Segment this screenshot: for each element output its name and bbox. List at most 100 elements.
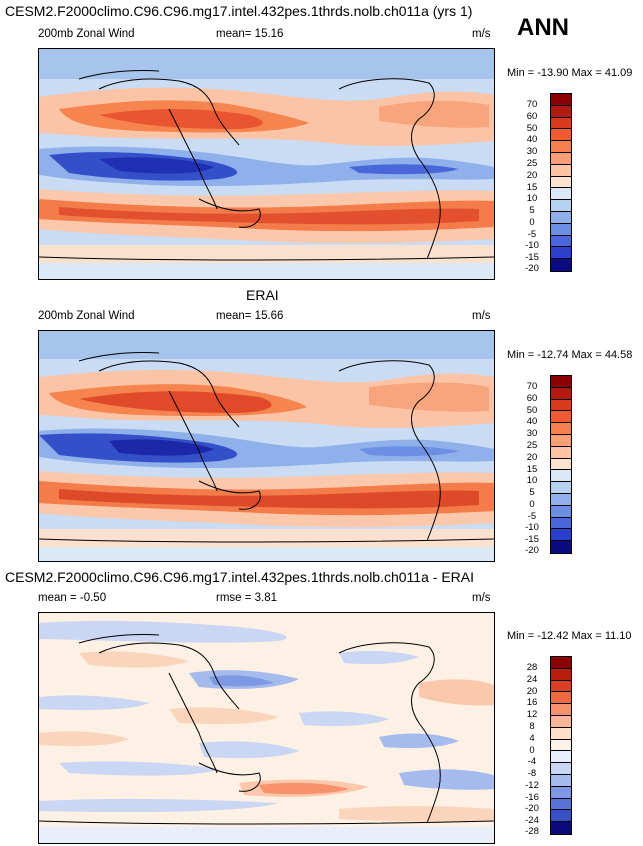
colorbar-box	[551, 810, 571, 823]
colorbar-box	[551, 482, 571, 494]
colorbar-tick-label: 10	[526, 475, 538, 486]
colorbar-box	[551, 188, 571, 201]
colorbar-tick-label: 40	[526, 416, 538, 427]
colorbar-tick-label: 16	[526, 697, 538, 708]
colorbar-tick-label: 28	[526, 662, 538, 673]
colorbar-tick-label: -8	[527, 768, 537, 779]
colorbar-tick-label: 60	[526, 393, 538, 404]
colorbar-tick-label: 50	[526, 405, 538, 416]
colorbar-box	[551, 716, 571, 728]
colorbar-box	[551, 680, 571, 693]
colorbar-box	[551, 494, 571, 506]
colorbar-tick-label: -16	[525, 792, 539, 803]
colorbar-tick-label: 40	[526, 134, 538, 145]
colorbar-tick-label: -10	[525, 240, 539, 251]
panel1-title: CESM2.F2000climo.C96.C96.mg17.intel.432p…	[5, 3, 473, 19]
colorbar-box	[551, 423, 571, 435]
colorbar-tick-label: 12	[526, 709, 538, 720]
colorbar-box	[551, 117, 571, 130]
colorbar-box	[551, 775, 571, 787]
colorbar-box	[551, 446, 571, 459]
season-label: ANN	[517, 14, 569, 41]
colorbar-box	[551, 399, 571, 412]
colorbar-tick-label: -12	[525, 780, 539, 791]
colorbar-box	[551, 376, 571, 388]
colorbar-tick-label: -24	[525, 815, 539, 826]
panel2-mean: mean= 15.66	[216, 310, 284, 322]
colorbar-box	[551, 235, 571, 248]
colorbar-box	[551, 153, 571, 165]
panel2-map	[38, 330, 495, 562]
colorbar-tick-label: 4	[529, 733, 535, 744]
panel3-units: m/s	[472, 592, 491, 604]
colorbar-box	[551, 387, 571, 400]
panel2-title: ERAI	[246, 287, 279, 303]
colorbar-box	[551, 668, 571, 681]
colorbar-tick-label: 8	[529, 721, 535, 732]
colorbar-tick-label: 50	[526, 123, 538, 134]
colorbar-box	[551, 411, 571, 424]
colorbar-tick-label: -5	[527, 511, 537, 522]
panel3-mean: mean = -0.50	[38, 592, 107, 604]
colorbar-box	[551, 786, 571, 799]
colorbar-tick-label: 60	[526, 111, 538, 122]
panel1-units: m/s	[472, 28, 491, 40]
panel2-minmax: Min = -12.74 Max = 44.58	[507, 349, 633, 361]
colorbar-tick-label: 70	[526, 381, 538, 392]
panel3-map	[38, 612, 495, 844]
colorbar-box	[551, 200, 571, 212]
panel1-minmax: Min = -13.90 Max = 41.09	[507, 67, 633, 79]
colorbar-box	[551, 704, 571, 716]
colorbar-box	[551, 247, 571, 260]
colorbar-box	[551, 727, 571, 740]
colorbar-box	[551, 541, 571, 553]
colorbar-box	[551, 763, 571, 775]
colorbar-box	[551, 470, 571, 483]
colorbar-tick-label: 20	[526, 170, 538, 181]
colorbar-tick-label: 0	[529, 499, 535, 510]
colorbar-box	[551, 223, 571, 236]
colorbar-tick-label: 20	[526, 452, 538, 463]
colorbar-box	[551, 517, 571, 530]
colorbar-box	[551, 212, 571, 224]
colorbar-tick-label: 30	[526, 428, 538, 439]
panel1-variable: 200mb Zonal Wind	[38, 28, 135, 40]
panel1-colorbar	[550, 93, 572, 272]
colorbar-box	[551, 657, 571, 669]
colorbar-tick-label: 0	[529, 217, 535, 228]
colorbar-box	[551, 105, 571, 118]
panel3-colorbar	[550, 656, 572, 835]
colorbar-tick-label: 5	[529, 487, 535, 498]
panel3-title: CESM2.F2000climo.C96.C96.mg17.intel.432p…	[5, 569, 474, 585]
colorbar-tick-label: 15	[526, 464, 538, 475]
colorbar-box	[551, 751, 571, 764]
colorbar-tick-label: 15	[526, 182, 538, 193]
panel2-variable: 200mb Zonal Wind	[38, 310, 135, 322]
colorbar-box	[551, 176, 571, 189]
panel1-mean: mean= 15.16	[216, 28, 284, 40]
colorbar-tick-label: -20	[525, 263, 539, 274]
colorbar-tick-label: -28	[525, 826, 539, 837]
colorbar-tick-label: 5	[529, 205, 535, 216]
panel1-map	[38, 48, 495, 280]
colorbar-box	[551, 798, 571, 811]
panel3-rmse: rmse = 3.81	[216, 592, 278, 604]
colorbar-box	[551, 94, 571, 106]
colorbar-tick-label: -10	[525, 522, 539, 533]
panel3-minmax: Min = -12.42 Max = 11.10	[507, 630, 632, 642]
colorbar-box	[551, 435, 571, 447]
colorbar-box	[551, 129, 571, 142]
panel2-units: m/s	[472, 310, 491, 322]
colorbar-box	[551, 141, 571, 153]
colorbar-tick-label: 20	[526, 686, 538, 697]
colorbar-box	[551, 259, 571, 271]
colorbar-tick-label: 70	[526, 99, 538, 110]
colorbar-box	[551, 739, 571, 752]
colorbar-tick-label: -15	[525, 534, 539, 545]
colorbar-box	[551, 822, 571, 834]
colorbar-tick-label: -4	[527, 756, 537, 767]
colorbar-tick-label: 24	[526, 674, 538, 685]
colorbar-tick-label: 25	[526, 440, 538, 451]
panel2-colorbar	[550, 375, 572, 554]
colorbar-box	[551, 458, 571, 471]
